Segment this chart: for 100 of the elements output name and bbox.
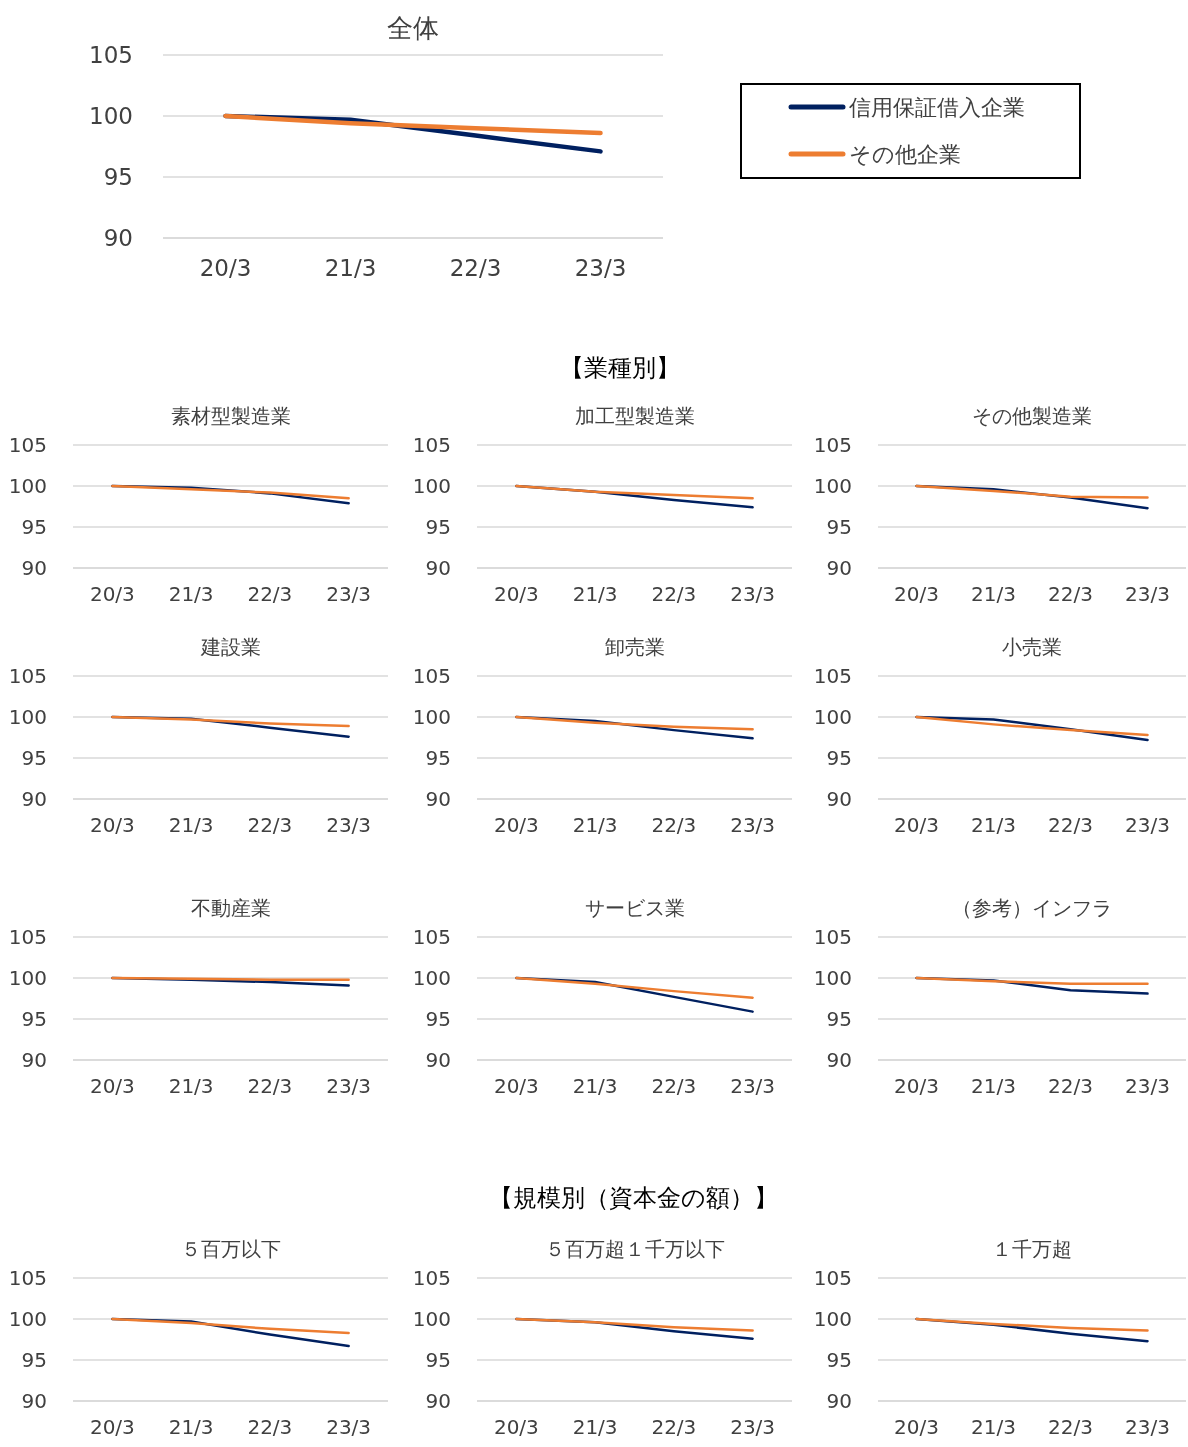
y-tick-label: 105 [8, 664, 47, 688]
y-tick-label: 95 [826, 1348, 852, 1372]
text: 【業種別】 [560, 354, 680, 383]
text: 【規模別（資本金の額）】 [488, 1184, 778, 1213]
y-tick-label: 105 [412, 925, 451, 949]
x-tick-label: 21/3 [168, 582, 214, 606]
x-tick-label: 20/3 [894, 813, 939, 837]
x-tick-label: 23/3 [326, 1415, 372, 1439]
y-tick-label: 95 [425, 515, 451, 539]
chart-title: その他製造業 [972, 404, 1092, 428]
x-tick-label: 23/3 [574, 255, 627, 281]
y-tick-label: 105 [412, 433, 451, 457]
y-tick-label: 90 [103, 225, 133, 252]
x-tick-label: 20/3 [894, 1074, 939, 1098]
y-tick-label: 90 [425, 556, 451, 580]
y-tick-label: 95 [103, 164, 133, 191]
x-tick-label: 21/3 [168, 1074, 214, 1098]
x-tick-label: 22/3 [651, 582, 697, 606]
y-tick-label: 100 [8, 1307, 47, 1331]
y-tick-label: 105 [412, 1266, 451, 1290]
x-tick-label: 23/3 [326, 813, 372, 837]
y-tick-label: 105 [8, 925, 47, 949]
y-tick-label: 95 [826, 515, 852, 539]
y-tick-label: 95 [425, 746, 451, 770]
x-tick-label: 23/3 [1125, 1415, 1170, 1439]
chart-title: （参考）インフラ [952, 896, 1112, 920]
y-tick-label: 90 [826, 556, 852, 580]
y-tick-label: 90 [826, 787, 852, 811]
x-tick-label: 21/3 [971, 1415, 1016, 1439]
x-tick-label: 22/3 [1048, 1415, 1093, 1439]
y-tick-label: 105 [8, 1266, 47, 1290]
x-tick-label: 21/3 [971, 582, 1016, 606]
legend-label: 信用保証借入企業 [849, 94, 1025, 120]
x-tick-label: 23/3 [326, 582, 372, 606]
x-tick-label: 20/3 [199, 255, 252, 281]
y-tick-label: 100 [89, 103, 133, 130]
chart-title: 加工型製造業 [574, 404, 695, 428]
chart-title: 全体 [387, 13, 439, 43]
y-tick-label: 90 [21, 1048, 47, 1072]
x-tick-label: 23/3 [730, 1074, 776, 1098]
chart-title: サービス業 [584, 896, 685, 920]
x-tick-label: 22/3 [1048, 582, 1093, 606]
y-tick-label: 105 [813, 925, 852, 949]
x-tick-label: 23/3 [1125, 1074, 1170, 1098]
x-tick-label: 21/3 [572, 582, 618, 606]
x-tick-label: 22/3 [651, 1074, 697, 1098]
legend-label: その他企業 [849, 141, 961, 167]
y-tick-label: 100 [8, 705, 47, 729]
x-tick-label: 21/3 [168, 813, 214, 837]
chart-title: ５百万超１千万以下 [544, 1237, 725, 1261]
chart-title: １千万超 [992, 1237, 1072, 1261]
x-tick-label: 21/3 [324, 255, 377, 281]
x-tick-label: 21/3 [572, 1415, 618, 1439]
x-tick-label: 21/3 [572, 813, 618, 837]
x-tick-label: 22/3 [1048, 1074, 1093, 1098]
chart-title: 建設業 [199, 635, 261, 659]
x-tick-label: 22/3 [449, 255, 502, 281]
x-tick-label: 23/3 [730, 1415, 776, 1439]
y-tick-label: 95 [425, 1348, 451, 1372]
x-tick-label: 21/3 [971, 813, 1016, 837]
x-tick-label: 20/3 [493, 1415, 539, 1439]
y-tick-label: 95 [425, 1007, 451, 1031]
y-tick-label: 100 [813, 966, 852, 990]
x-tick-label: 20/3 [89, 813, 135, 837]
y-tick-label: 90 [21, 787, 47, 811]
x-tick-label: 21/3 [168, 1415, 214, 1439]
x-tick-label: 22/3 [247, 1415, 293, 1439]
y-tick-label: 100 [412, 705, 451, 729]
y-tick-label: 90 [425, 787, 451, 811]
y-tick-label: 90 [826, 1048, 852, 1072]
x-tick-label: 21/3 [971, 1074, 1016, 1098]
y-tick-label: 95 [826, 1007, 852, 1031]
x-tick-label: 23/3 [326, 1074, 372, 1098]
y-tick-label: 90 [21, 1389, 47, 1413]
y-tick-label: 100 [813, 705, 852, 729]
y-tick-label: 100 [412, 966, 451, 990]
x-tick-label: 22/3 [1048, 813, 1093, 837]
x-tick-label: 23/3 [1125, 813, 1170, 837]
x-tick-label: 22/3 [247, 813, 293, 837]
y-tick-label: 105 [89, 42, 133, 69]
x-tick-label: 23/3 [730, 813, 776, 837]
y-tick-label: 95 [21, 1007, 47, 1031]
y-tick-label: 90 [425, 1389, 451, 1413]
x-tick-label: 20/3 [89, 1074, 135, 1098]
y-tick-label: 95 [826, 746, 852, 770]
chart-title: 卸売業 [604, 635, 665, 659]
y-tick-label: 105 [813, 664, 852, 688]
x-tick-label: 23/3 [1125, 582, 1170, 606]
x-tick-label: 20/3 [894, 1415, 939, 1439]
x-tick-label: 20/3 [493, 813, 539, 837]
x-tick-label: 22/3 [651, 813, 697, 837]
y-tick-label: 105 [8, 433, 47, 457]
x-tick-label: 22/3 [651, 1415, 697, 1439]
chart-title: 素材型製造業 [170, 404, 291, 428]
y-tick-label: 100 [813, 1307, 852, 1331]
chart-title: ５百万以下 [180, 1237, 281, 1261]
y-tick-label: 100 [412, 1307, 451, 1331]
y-tick-label: 105 [813, 1266, 852, 1290]
x-tick-label: 21/3 [572, 1074, 618, 1098]
y-tick-label: 90 [826, 1389, 852, 1413]
